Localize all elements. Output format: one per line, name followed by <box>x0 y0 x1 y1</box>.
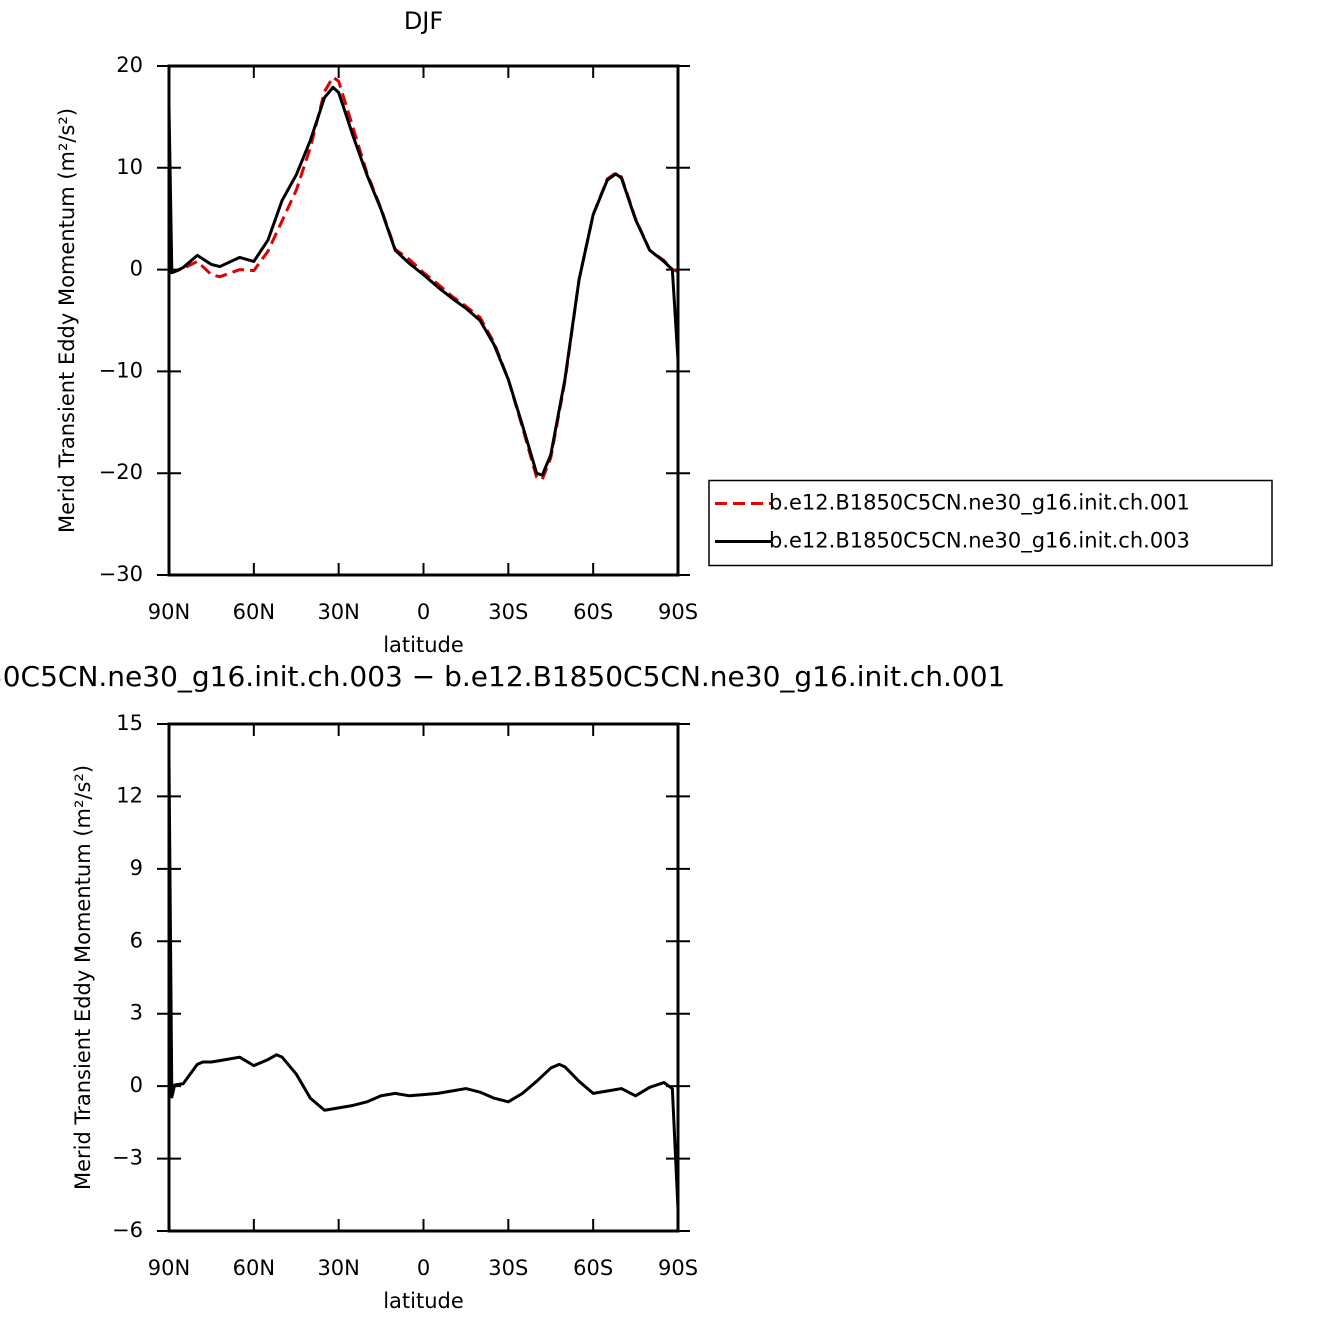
y-tick-label: 6 <box>130 928 143 952</box>
x-tick-label: 30N <box>317 1256 359 1280</box>
y-axis-label: Merid Transient Eddy Momentum (m²/s²) <box>71 765 95 1190</box>
x-axis-label: latitude <box>383 633 464 657</box>
x-tick-label: 0 <box>417 600 430 624</box>
y-axis-label: Merid Transient Eddy Momentum (m²/s²) <box>55 108 79 533</box>
chart-title: b.e12.B1850C5CN.ne30_g16.init.ch.003 − b… <box>0 660 1005 693</box>
x-tick-label: 30S <box>488 600 528 624</box>
plot-frame <box>167 722 680 1233</box>
y-tick-label: −6 <box>112 1218 143 1242</box>
data-line <box>169 75 679 481</box>
legend-label: b.e12.B1850C5CN.ne30_g16.init.ch.003 <box>769 529 1190 554</box>
plot-frame <box>167 64 680 577</box>
y-tick-label: 12 <box>116 783 143 807</box>
y-tick-label: 15 <box>116 711 143 735</box>
y-tick-label: 0 <box>130 257 143 281</box>
x-tick-label: 60S <box>573 1256 613 1280</box>
data-line <box>167 85 680 477</box>
legend-label: b.e12.B1850C5CN.ne30_g16.init.ch.001 <box>769 491 1190 516</box>
x-tick-label: 60N <box>233 600 275 624</box>
y-tick-label: 9 <box>130 856 143 880</box>
chart-title: DJF <box>404 7 443 35</box>
y-tick-label: 0 <box>130 1073 143 1097</box>
y-tick-label: 20 <box>116 53 143 77</box>
x-axis-label: latitude <box>383 1289 464 1313</box>
x-tick-label: 90N <box>148 600 190 624</box>
y-tick-label: −20 <box>99 460 143 484</box>
y-tick-label: −10 <box>99 358 143 382</box>
x-tick-label: 60N <box>233 1256 275 1280</box>
x-tick-label: 30S <box>488 1256 528 1280</box>
legend-box <box>708 479 1273 567</box>
x-tick-label: 90S <box>658 600 698 624</box>
x-tick-label: 90N <box>148 1256 190 1280</box>
data-line <box>167 760 680 1210</box>
y-tick-label: −30 <box>99 562 143 586</box>
y-tick-label: −3 <box>112 1146 143 1170</box>
y-tick-label: 10 <box>116 155 143 179</box>
y-tick-label: 3 <box>130 1001 143 1025</box>
x-tick-label: 90S <box>658 1256 698 1280</box>
x-tick-label: 60S <box>573 600 613 624</box>
x-tick-label: 30N <box>317 600 359 624</box>
x-tick-label: 0 <box>417 1256 430 1280</box>
